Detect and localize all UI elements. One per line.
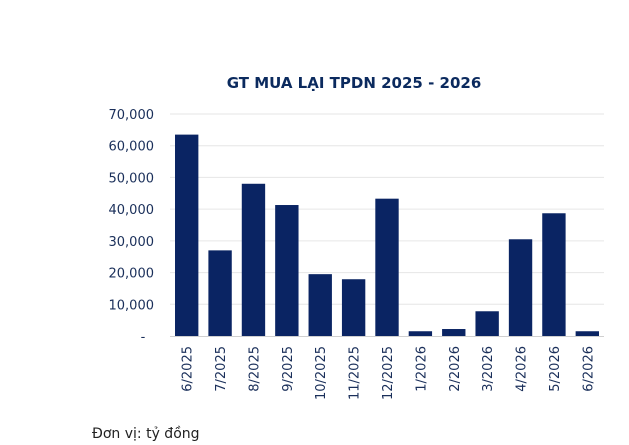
y-tick-label: 10,000 (109, 298, 155, 313)
bar (308, 274, 332, 336)
x-tick-label: 7/2025 (214, 346, 229, 392)
y-tick-label: 50,000 (109, 171, 155, 186)
y-tick-label: 70,000 (109, 108, 155, 123)
x-axis-tick-labels: 6/2025 7/2025 8/2025 9/2025 10/2025 11/2025 12… (181, 346, 597, 400)
x-tick-label: 2/2026 (448, 346, 463, 392)
x-tick-label: 6/2025 (181, 346, 196, 392)
bar (375, 198, 399, 336)
chart-title: GT MUA LẠI TPDN 2025 - 2026 (227, 74, 482, 92)
bar (241, 183, 266, 336)
bar (208, 250, 232, 336)
y-tick-label: 20,000 (109, 267, 155, 282)
y-tick-label: 40,000 (109, 203, 155, 218)
y-tick-label: 30,000 (109, 235, 155, 250)
x-tick-label: 3/2026 (481, 346, 496, 392)
bar (575, 331, 599, 336)
x-tick-label: 1/2026 (414, 346, 429, 392)
bar (542, 213, 566, 336)
bar (275, 205, 299, 336)
x-tick-label: 8/2025 (247, 346, 262, 392)
bar (508, 239, 533, 336)
bar (475, 311, 499, 336)
y-axis-tick-labels: - 10,000 20,000 30,000 40,000 50,000 60,000 70,… (109, 108, 155, 345)
x-tick-label: 6/2026 (581, 346, 596, 392)
bars (175, 134, 599, 336)
x-tick-label: 10/2025 (314, 346, 329, 400)
bar (175, 134, 199, 336)
y-tick-label: 60,000 (109, 140, 155, 155)
unit-note: Đơn vị: tỷ đồng (92, 426, 200, 442)
x-tick-label: 11/2025 (348, 346, 363, 400)
x-tick-label: 5/2026 (548, 346, 563, 392)
x-tick-label: 4/2026 (515, 346, 530, 392)
bar (408, 331, 433, 336)
bar (341, 279, 366, 336)
y-tick-label: - (141, 330, 146, 345)
x-tick-label: 12/2025 (381, 346, 396, 400)
x-tick-label: 9/2025 (281, 346, 296, 392)
bar (442, 329, 466, 336)
